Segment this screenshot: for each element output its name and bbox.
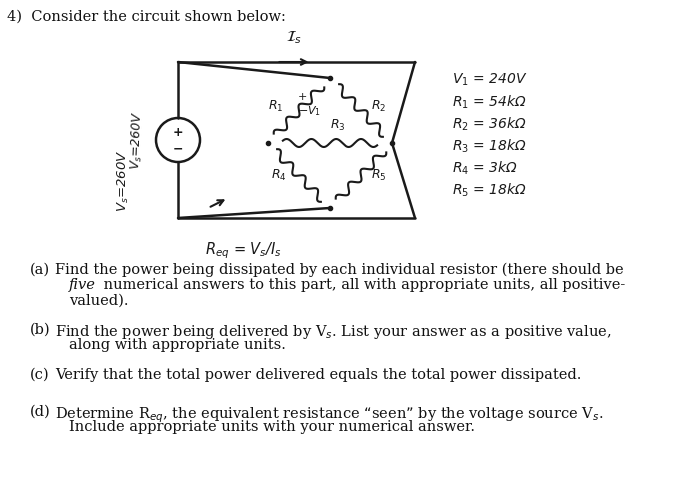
- Text: $V_1$ = 240V: $V_1$ = 240V: [452, 72, 527, 89]
- Text: Verify that the total power delivered equals the total power dissipated.: Verify that the total power delivered eq…: [55, 368, 582, 382]
- Text: $R_{eq}$ = $V_s$/$I_s$: $R_{eq}$ = $V_s$/$I_s$: [205, 240, 282, 261]
- Text: (c): (c): [30, 368, 50, 382]
- Text: Determine R$_{eq}$, the equivalent resistance “seen” by the voltage source V$_s$: Determine R$_{eq}$, the equivalent resis…: [55, 405, 603, 425]
- Text: $R_4$ = 3kΩ: $R_4$ = 3kΩ: [452, 160, 518, 178]
- Text: $R_1$ = 54kΩ: $R_1$ = 54kΩ: [452, 94, 527, 111]
- Text: $R_3$ = 18kΩ: $R_3$ = 18kΩ: [452, 138, 527, 155]
- Text: (a): (a): [30, 263, 50, 277]
- Text: Include appropriate units with your numerical answer.: Include appropriate units with your nume…: [69, 421, 475, 434]
- Text: $R_5$ = 18kΩ: $R_5$ = 18kΩ: [452, 182, 527, 199]
- Text: $R_4$: $R_4$: [272, 168, 287, 183]
- Text: (d): (d): [30, 405, 50, 419]
- Text: $\mathcal{I}_s$: $\mathcal{I}_s$: [286, 30, 302, 46]
- Text: +: +: [173, 125, 183, 139]
- Text: $V_s$=260V: $V_s$=260V: [116, 150, 131, 213]
- Text: −: −: [173, 143, 183, 155]
- Text: $R_1$: $R_1$: [267, 99, 283, 114]
- Text: numerical answers to this part, all with appropriate units, all positive-: numerical answers to this part, all with…: [99, 278, 625, 293]
- Text: $-V_1$: $-V_1$: [298, 105, 321, 119]
- Text: $R_3$: $R_3$: [330, 118, 346, 133]
- Text: +: +: [298, 92, 307, 101]
- Text: 4)  Consider the circuit shown below:: 4) Consider the circuit shown below:: [7, 10, 286, 24]
- Text: along with appropriate units.: along with appropriate units.: [69, 338, 286, 352]
- Text: $V_s$=260V: $V_s$=260V: [129, 110, 146, 170]
- Text: valued).: valued).: [69, 294, 129, 308]
- Text: $R_2$: $R_2$: [371, 99, 386, 114]
- Text: Find the power being delivered by V$_s$. List your answer as a positive value,: Find the power being delivered by V$_s$.…: [55, 323, 612, 341]
- Text: five: five: [69, 278, 96, 293]
- Text: $R_5$: $R_5$: [371, 168, 386, 183]
- Text: $R_2$ = 36kΩ: $R_2$ = 36kΩ: [452, 116, 527, 133]
- Text: (b): (b): [30, 323, 50, 337]
- Text: Find the power being dissipated by each individual resistor (there should be: Find the power being dissipated by each …: [55, 263, 624, 277]
